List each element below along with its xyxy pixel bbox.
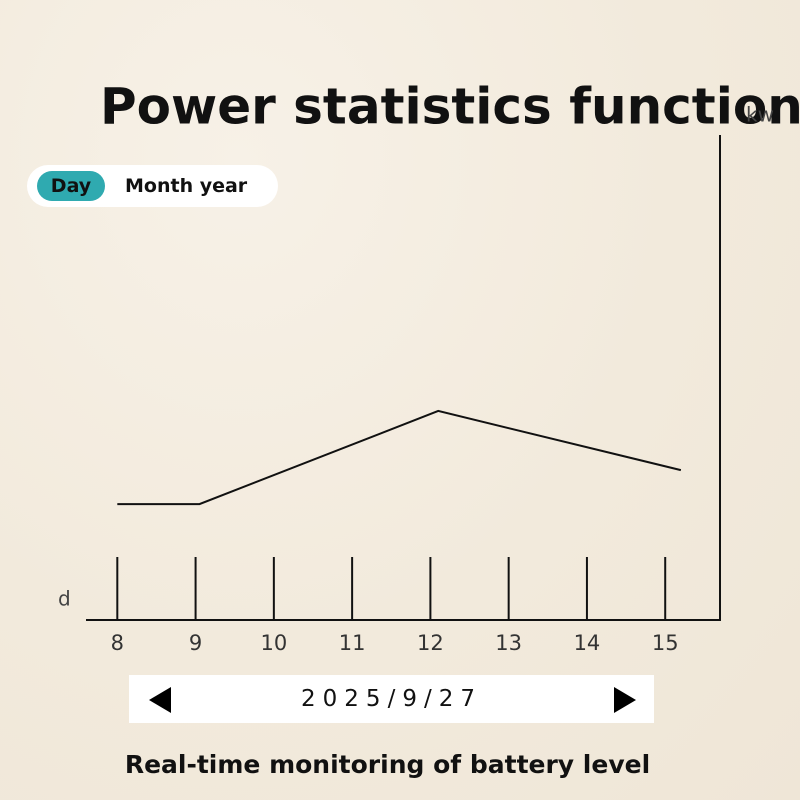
- y-axis-unit: kw: [746, 103, 774, 127]
- x-tick-label: 12: [417, 631, 444, 655]
- x-tick-label: 15: [652, 631, 679, 655]
- x-tick-label: 10: [260, 631, 287, 655]
- data-line: [117, 409, 682, 506]
- day-tab[interactable]: Day: [37, 171, 105, 201]
- x-tick-label: 14: [574, 631, 601, 655]
- x-tick-label: 9: [189, 631, 202, 655]
- next-button[interactable]: [614, 687, 636, 713]
- tab-switch: Day Month year: [27, 165, 278, 207]
- chart-title: Power statistics function: [100, 78, 800, 136]
- x-tick-label: 11: [339, 631, 366, 655]
- date-bar: 2025/9/27: [129, 675, 654, 723]
- month-year-tab[interactable]: Month year: [125, 175, 248, 197]
- footer-caption: Real-time monitoring of battery level: [124, 750, 651, 779]
- x-axis-unit: d: [58, 587, 71, 611]
- date-label: 2025/9/27: [301, 686, 482, 712]
- prev-button[interactable]: [149, 687, 171, 713]
- x-tick-label: 8: [111, 631, 124, 655]
- x-tick-label: 13: [495, 631, 522, 655]
